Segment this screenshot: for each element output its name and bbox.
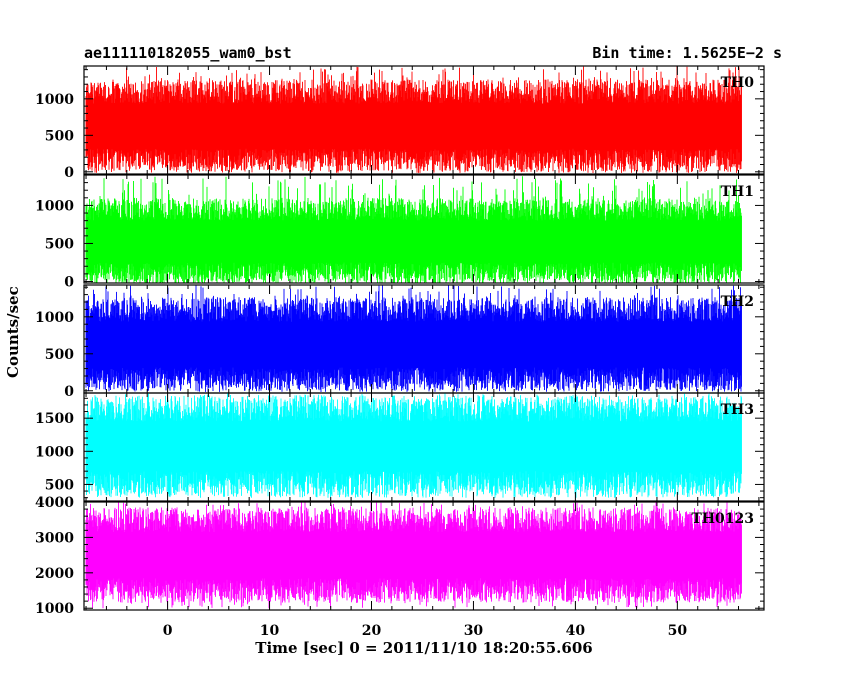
panel-frame-th1 [83,174,765,284]
panel-frame-th0 [83,65,765,175]
y-tick-label: 1000 [35,601,74,617]
y-tick-label: 1000 [35,444,74,460]
x-tick-label: 0 [163,623,173,639]
series-th0123 [85,502,742,609]
chart-title: ae111110182055_wam0_bst [84,44,292,62]
y-tick-label: 0 [64,165,74,181]
y-tick-label: 1500 [35,411,74,427]
bin-time-label: Bin time: 1.5625E−2 s [592,44,782,62]
panel-label-th3: TH3 [721,402,754,418]
panel-frame-th0123 [83,501,765,611]
y-tick-label: 500 [45,477,74,493]
x-tick-label: 50 [668,623,688,639]
x-tick-label: 20 [362,623,382,639]
y-tick-label: 0 [64,274,74,290]
series-th2 [85,285,742,392]
y-tick-label: 1000 [35,198,74,214]
panel-label-th0123: TH0123 [691,511,754,527]
x-tick-label: 10 [260,623,280,639]
y-tick-label: 500 [45,236,74,252]
y-tick-label: 1000 [35,92,74,108]
y-tick-label: 1000 [35,310,74,326]
series-th1 [85,176,742,283]
panel-frame-th3 [83,392,765,502]
x-tick-label: 30 [464,623,484,639]
y-tick-label: 0 [64,384,74,400]
series-th0 [85,66,742,173]
y-tick-label: 2000 [35,566,74,582]
y-tick-label: 3000 [35,530,74,546]
series-th3 [85,393,742,498]
y-tick-label: 4000 [35,495,74,511]
panel-label-th0: TH0 [721,75,755,91]
panel-label-th2: TH2 [721,294,754,310]
x-tick-label: 40 [566,623,586,639]
y-tick-label: 500 [45,347,74,363]
x-axis-label: Time [sec] 0 = 2011/11/10 18:20:55.606 [255,639,593,657]
y-tick-label: 500 [45,128,74,144]
panel-label-th1: TH1 [721,184,754,200]
